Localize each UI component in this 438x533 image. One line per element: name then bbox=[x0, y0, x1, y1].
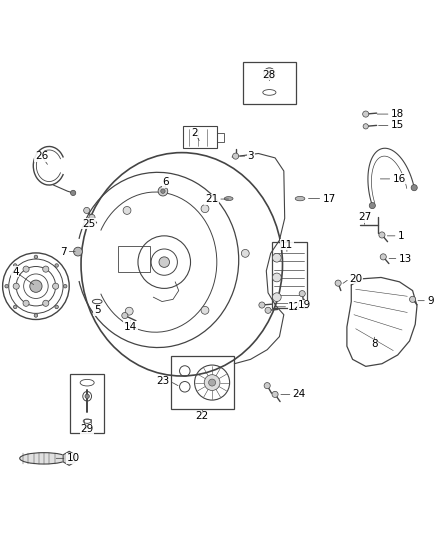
Polygon shape bbox=[63, 451, 75, 465]
Circle shape bbox=[42, 300, 49, 306]
Circle shape bbox=[411, 184, 417, 191]
Circle shape bbox=[264, 68, 275, 79]
Text: 20: 20 bbox=[350, 274, 363, 284]
Circle shape bbox=[363, 124, 368, 129]
Circle shape bbox=[23, 300, 29, 306]
Circle shape bbox=[267, 71, 272, 76]
Text: 22: 22 bbox=[196, 411, 209, 421]
Circle shape bbox=[74, 247, 82, 256]
Text: 11: 11 bbox=[280, 240, 293, 249]
Circle shape bbox=[369, 203, 375, 208]
Bar bbox=[171, 356, 234, 409]
Ellipse shape bbox=[20, 453, 68, 464]
Text: 13: 13 bbox=[399, 254, 412, 264]
Text: 14: 14 bbox=[124, 322, 137, 332]
Circle shape bbox=[201, 205, 209, 213]
Text: 10: 10 bbox=[67, 454, 80, 463]
Circle shape bbox=[84, 207, 90, 214]
Text: 5: 5 bbox=[94, 305, 101, 316]
Circle shape bbox=[89, 214, 95, 221]
Circle shape bbox=[241, 249, 249, 257]
Text: 26: 26 bbox=[35, 151, 48, 161]
Text: 16: 16 bbox=[392, 174, 406, 184]
Circle shape bbox=[14, 305, 17, 309]
Text: 6: 6 bbox=[162, 177, 169, 188]
Text: 18: 18 bbox=[391, 109, 404, 119]
Bar bbox=[217, 133, 224, 142]
Circle shape bbox=[125, 307, 133, 315]
Text: 25: 25 bbox=[82, 219, 95, 229]
Bar bbox=[243, 61, 296, 104]
Circle shape bbox=[161, 189, 165, 193]
Text: 24: 24 bbox=[293, 390, 306, 399]
Circle shape bbox=[259, 302, 265, 308]
Circle shape bbox=[272, 273, 281, 282]
Circle shape bbox=[265, 307, 271, 313]
Text: 2: 2 bbox=[191, 128, 198, 138]
Text: 21: 21 bbox=[205, 194, 218, 204]
Circle shape bbox=[264, 383, 270, 389]
Text: 17: 17 bbox=[322, 193, 336, 204]
Text: 9: 9 bbox=[427, 296, 434, 305]
Circle shape bbox=[5, 285, 8, 288]
Circle shape bbox=[55, 264, 58, 267]
Bar bbox=[272, 243, 307, 308]
Bar bbox=[70, 374, 104, 433]
Text: 29: 29 bbox=[81, 424, 94, 434]
Circle shape bbox=[34, 255, 38, 259]
Circle shape bbox=[233, 153, 239, 159]
Bar bbox=[84, 419, 91, 428]
Text: 4: 4 bbox=[12, 266, 19, 277]
Circle shape bbox=[204, 375, 220, 391]
Text: 27: 27 bbox=[358, 213, 371, 222]
Circle shape bbox=[158, 187, 168, 196]
Circle shape bbox=[13, 283, 19, 289]
Circle shape bbox=[363, 111, 369, 117]
Circle shape bbox=[64, 285, 67, 288]
Circle shape bbox=[272, 293, 281, 302]
Text: 19: 19 bbox=[298, 300, 311, 310]
Circle shape bbox=[272, 391, 278, 398]
Circle shape bbox=[410, 296, 416, 302]
Circle shape bbox=[71, 190, 76, 196]
Circle shape bbox=[85, 394, 89, 399]
Circle shape bbox=[208, 379, 215, 386]
Circle shape bbox=[53, 283, 59, 289]
Circle shape bbox=[55, 305, 58, 309]
Circle shape bbox=[123, 206, 131, 214]
Circle shape bbox=[23, 266, 29, 272]
Circle shape bbox=[34, 314, 38, 317]
Text: 23: 23 bbox=[157, 376, 170, 386]
Ellipse shape bbox=[224, 197, 233, 200]
Circle shape bbox=[14, 264, 17, 267]
Circle shape bbox=[335, 280, 341, 286]
Bar bbox=[118, 246, 150, 272]
Text: 15: 15 bbox=[391, 120, 404, 131]
Circle shape bbox=[379, 232, 385, 238]
Circle shape bbox=[299, 290, 305, 297]
Circle shape bbox=[380, 254, 386, 260]
Text: 8: 8 bbox=[371, 340, 378, 350]
Text: 1: 1 bbox=[398, 231, 404, 241]
Bar bbox=[183, 126, 217, 148]
Text: 7: 7 bbox=[60, 247, 67, 256]
Ellipse shape bbox=[295, 197, 305, 201]
Circle shape bbox=[42, 266, 49, 272]
Circle shape bbox=[122, 312, 128, 319]
Circle shape bbox=[159, 257, 170, 268]
Text: 12: 12 bbox=[288, 302, 301, 312]
Text: 3: 3 bbox=[247, 151, 254, 161]
Circle shape bbox=[30, 280, 42, 292]
Circle shape bbox=[272, 253, 281, 262]
Circle shape bbox=[201, 306, 209, 314]
Text: 28: 28 bbox=[263, 70, 276, 79]
